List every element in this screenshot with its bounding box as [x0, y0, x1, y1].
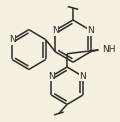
Text: N: N	[48, 72, 55, 81]
Text: N: N	[52, 26, 59, 35]
Text: N: N	[79, 72, 86, 81]
Text: N: N	[87, 26, 94, 35]
Text: NH: NH	[102, 45, 116, 54]
Text: N: N	[9, 35, 15, 44]
